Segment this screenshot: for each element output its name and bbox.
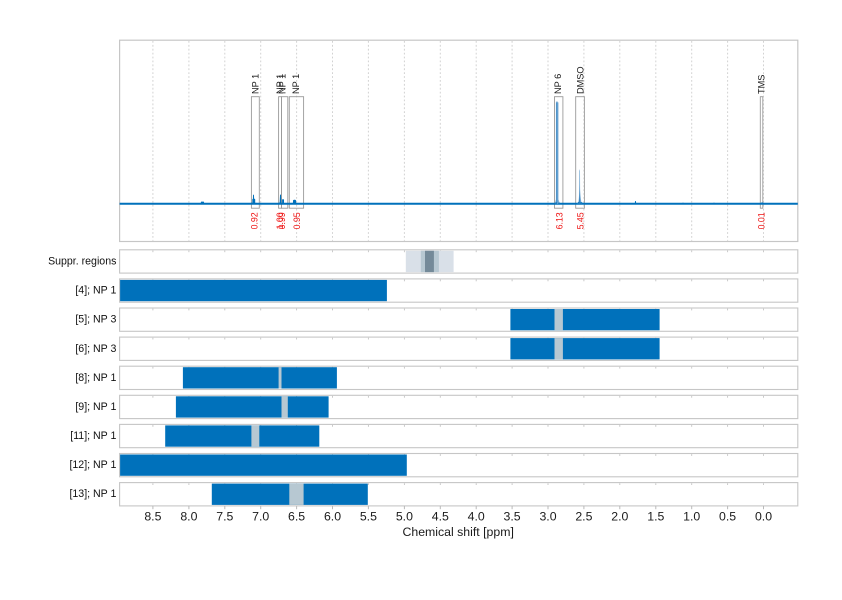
svg-text:7.5: 7.5 bbox=[216, 510, 233, 524]
svg-text:6.13: 6.13 bbox=[554, 212, 564, 229]
svg-text:4.0: 4.0 bbox=[468, 510, 485, 524]
svg-text:0.92: 0.92 bbox=[250, 212, 260, 229]
svg-text:2.0: 2.0 bbox=[611, 510, 628, 524]
svg-text:NP 1: NP 1 bbox=[251, 74, 261, 94]
svg-text:DMSO: DMSO bbox=[575, 66, 585, 94]
svg-text:[8]; NP 1: [8]; NP 1 bbox=[75, 372, 116, 384]
svg-text:3.0: 3.0 bbox=[539, 510, 556, 524]
svg-text:6.5: 6.5 bbox=[288, 510, 305, 524]
svg-text:1.0: 1.0 bbox=[683, 510, 700, 524]
svg-text:[6]; NP 3: [6]; NP 3 bbox=[75, 343, 116, 355]
svg-text:Suppr. regions: Suppr. regions bbox=[48, 255, 116, 267]
svg-text:8.0: 8.0 bbox=[180, 510, 197, 524]
svg-text:[11]; NP 1: [11]; NP 1 bbox=[70, 430, 116, 442]
svg-text:NP 6: NP 6 bbox=[553, 74, 563, 94]
svg-text:0.01: 0.01 bbox=[757, 212, 767, 229]
svg-text:[5]; NP 3: [5]; NP 3 bbox=[75, 314, 116, 326]
svg-text:[9]; NP 1: [9]; NP 1 bbox=[75, 401, 116, 413]
svg-text:7.0: 7.0 bbox=[252, 510, 269, 524]
svg-text:2.5: 2.5 bbox=[575, 510, 592, 524]
svg-text:1.00: 1.00 bbox=[275, 212, 285, 229]
svg-text:3.5: 3.5 bbox=[504, 510, 521, 524]
svg-text:5.0: 5.0 bbox=[396, 510, 413, 524]
svg-text:NP 1: NP 1 bbox=[277, 74, 287, 94]
svg-text:NP 1: NP 1 bbox=[275, 74, 285, 94]
svg-text:TMS: TMS bbox=[757, 75, 767, 94]
svg-text:Chemical shift [ppm]: Chemical shift [ppm] bbox=[402, 525, 513, 539]
svg-text:[4]; NP 1: [4]; NP 1 bbox=[75, 285, 116, 297]
svg-text:0.95: 0.95 bbox=[292, 212, 302, 229]
svg-text:0.0: 0.0 bbox=[755, 510, 772, 524]
svg-text:1.5: 1.5 bbox=[647, 510, 664, 524]
svg-text:[13]; NP 1: [13]; NP 1 bbox=[69, 488, 116, 500]
svg-text:[12]; NP 1: [12]; NP 1 bbox=[69, 459, 116, 471]
svg-text:NP 1: NP 1 bbox=[291, 74, 301, 94]
svg-text:4.5: 4.5 bbox=[432, 510, 449, 524]
svg-text:0.5: 0.5 bbox=[719, 510, 736, 524]
svg-text:5.45: 5.45 bbox=[575, 212, 585, 229]
svg-text:0.99: 0.99 bbox=[277, 212, 287, 229]
svg-text:6.0: 6.0 bbox=[324, 510, 341, 524]
svg-text:5.5: 5.5 bbox=[360, 510, 377, 524]
svg-text:8.5: 8.5 bbox=[144, 510, 161, 524]
